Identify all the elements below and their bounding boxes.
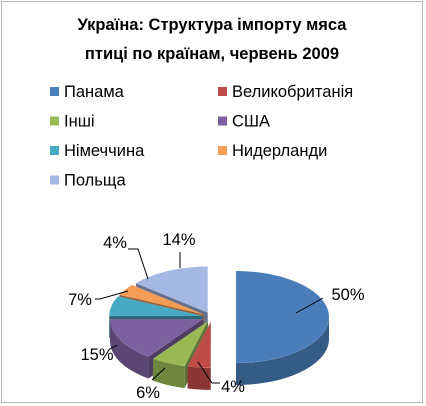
chart-title-line-1: Україна: Структура імпорту мяса bbox=[78, 16, 348, 34]
pie-slice-інші bbox=[152, 321, 208, 367]
legend-label-2: Інші bbox=[64, 113, 95, 131]
pie-slice-side-1-3 bbox=[187, 366, 211, 390]
pie-slice-польща bbox=[135, 266, 208, 313]
pie-slice-side-3-0 bbox=[110, 319, 149, 379]
data-label-німеччина: 7% bbox=[68, 291, 92, 309]
legend-swatch-2 bbox=[50, 116, 59, 126]
legend-swatch-5 bbox=[218, 146, 227, 155]
chart-legend: Панама Великобританія Інші США Німеччина Ниде… bbox=[50, 83, 353, 190]
leader-line-2 bbox=[151, 367, 166, 381]
data-label-сша: 15% bbox=[80, 346, 113, 364]
legend-label-0: Панама bbox=[64, 83, 125, 101]
leader-line-4 bbox=[95, 290, 129, 300]
pie-slice-нидерланди bbox=[118, 284, 204, 315]
legend-label-3: США bbox=[232, 113, 270, 131]
pie-slice-сша bbox=[109, 319, 204, 357]
data-label-нидерланди: 4% bbox=[103, 234, 127, 252]
pie-slice-side-2-2 bbox=[153, 358, 185, 389]
data-label-великобританія: 4% bbox=[221, 378, 245, 396]
data-labels: 50% 4% 6% 15% 7% 4% 14% bbox=[68, 231, 365, 402]
pie-slice-панама bbox=[235, 270, 330, 364]
data-label-польща: 14% bbox=[162, 231, 195, 249]
data-label-інші: 6% bbox=[136, 384, 160, 402]
data-label-панама: 50% bbox=[331, 286, 364, 304]
pie-slice-великобританія bbox=[187, 321, 211, 369]
leader-line-3 bbox=[109, 344, 118, 350]
legend-swatch-4 bbox=[50, 146, 59, 155]
pie-plot-area bbox=[108, 266, 330, 390]
legend-swatch-6 bbox=[50, 175, 59, 185]
legend-label-5: Нидерланди bbox=[232, 142, 327, 160]
legend-swatch-0 bbox=[50, 87, 59, 96]
legend-label-1: Великобританія bbox=[232, 83, 353, 101]
legend-swatch-1 bbox=[218, 87, 227, 96]
legend-swatch-3 bbox=[218, 116, 227, 126]
pie-slice-side-0-1 bbox=[236, 317, 329, 385]
legend-label-4: Німеччина bbox=[64, 142, 145, 160]
pie-slice-німеччина bbox=[108, 296, 203, 317]
chart-title-line-2: птиці по країнам, червень 2009 bbox=[85, 45, 339, 63]
leader-line-1 bbox=[197, 361, 220, 384]
legend-label-6: Польща bbox=[64, 172, 126, 190]
leader-line-0 bbox=[295, 297, 324, 314]
leader-line-5 bbox=[128, 248, 149, 280]
